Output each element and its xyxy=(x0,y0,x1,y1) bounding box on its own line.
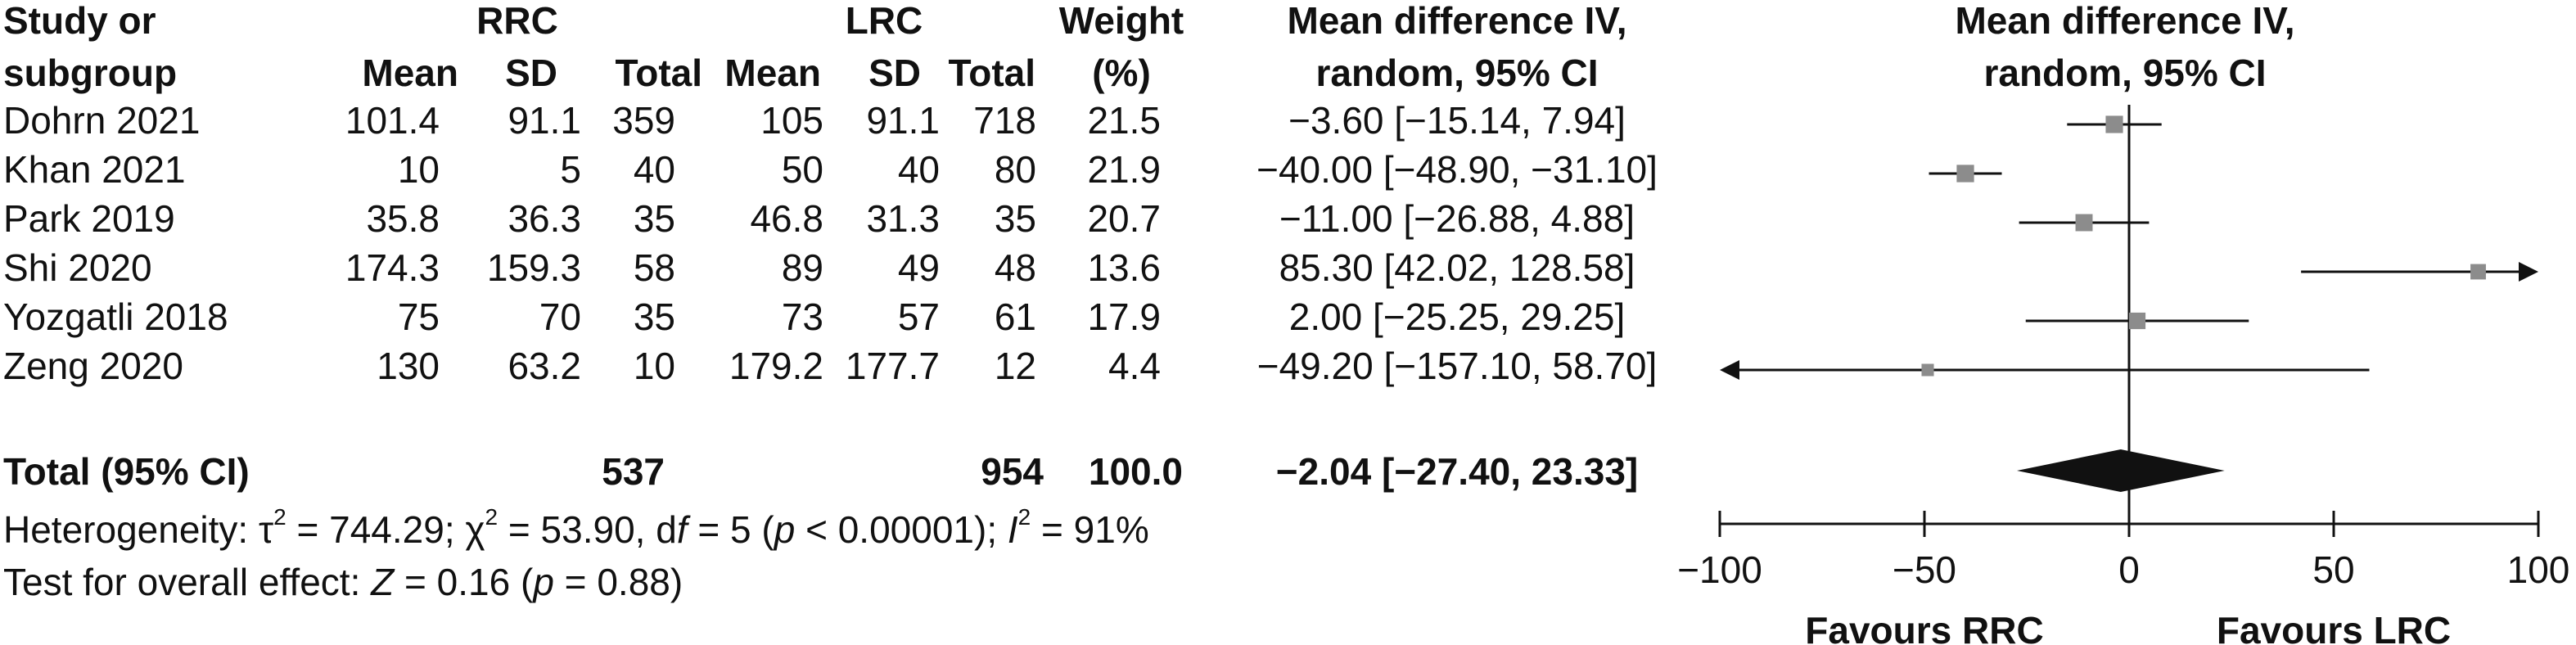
header-lrc-total: Total xyxy=(948,52,1035,94)
total-rrc: 537 xyxy=(602,450,665,493)
lrc-mean: 179.2 xyxy=(729,345,823,387)
header-lrc-sd: SD xyxy=(868,52,921,94)
ci-text: −40.00 [−48.90, −31.10] xyxy=(1256,148,1658,191)
study-marker xyxy=(2075,214,2093,232)
rrc-mean: 35.8 xyxy=(366,197,440,240)
x-tick-label: −100 xyxy=(1677,548,1762,591)
header-study-line1: Study or xyxy=(3,0,156,42)
header-md-line1: Mean difference IV, xyxy=(1287,0,1627,42)
lrc-mean: 105 xyxy=(760,99,823,142)
ci-arrow-left xyxy=(1720,360,1739,380)
rrc-mean: 174.3 xyxy=(345,246,440,289)
header-weight-line1: Weight xyxy=(1058,0,1184,42)
weight: 13.6 xyxy=(1087,246,1161,289)
header-plot-line2: random, 95% CI xyxy=(1983,52,2267,94)
rrc-sd: 36.3 xyxy=(508,197,581,240)
pooled-diamond xyxy=(2017,449,2225,492)
x-tick-label: 50 xyxy=(2312,548,2354,591)
total-weight: 100.0 xyxy=(1088,450,1183,493)
rrc-mean: 10 xyxy=(397,148,440,191)
x-tick-label: 0 xyxy=(2118,548,2140,591)
study-name: Dohrn 2021 xyxy=(3,99,201,142)
lrc-total: 718 xyxy=(973,99,1036,142)
weight: 21.5 xyxy=(1087,99,1161,142)
ci-text: −49.20 [−157.10, 58.70] xyxy=(1256,345,1658,387)
total-lrc: 954 xyxy=(981,450,1044,493)
rrc-mean: 101.4 xyxy=(345,99,440,142)
rrc-mean: 75 xyxy=(397,295,440,338)
ci-text: 2.00 [−25.25, 29.25] xyxy=(1288,295,1626,338)
total-label: Total (95% CI) xyxy=(3,450,250,493)
rrc-total: 40 xyxy=(633,148,675,191)
rrc-total: 35 xyxy=(633,295,675,338)
x-tick-label: −50 xyxy=(1893,548,1956,591)
ci-text: −3.60 [−15.14, 7.94] xyxy=(1288,99,1626,142)
weight: 21.9 xyxy=(1087,148,1161,191)
rrc-sd: 5 xyxy=(560,148,581,191)
lrc-sd: 40 xyxy=(897,148,940,191)
rrc-mean: 130 xyxy=(377,345,440,387)
rrc-total: 58 xyxy=(633,246,675,289)
weight: 4.4 xyxy=(1108,345,1161,387)
header-md-line2: random, 95% CI xyxy=(1315,52,1599,94)
favours-left-label: Favours RRC xyxy=(1805,609,2043,645)
study-marker xyxy=(2128,312,2146,330)
lrc-total: 12 xyxy=(994,345,1036,387)
weight: 17.9 xyxy=(1087,295,1161,338)
rrc-total: 10 xyxy=(633,345,675,387)
ci-text: 85.30 [42.02, 128.58] xyxy=(1279,246,1635,289)
ci-text: −11.00 [−26.88, 4.88] xyxy=(1279,197,1635,240)
heterogeneity-text: Heterogeneity: τ2 = 744.29; χ2 = 53.90, … xyxy=(3,504,1149,551)
lrc-sd: 31.3 xyxy=(866,197,940,240)
total-ci: −2.04 [−27.40, 23.33] xyxy=(1275,450,1639,493)
header-group-lrc: LRC xyxy=(845,0,923,42)
lrc-sd: 91.1 xyxy=(866,99,940,142)
study-name: Zeng 2020 xyxy=(3,345,183,387)
x-tick-label: 100 xyxy=(2507,548,2570,591)
header-group-rrc: RRC xyxy=(476,0,558,42)
lrc-mean: 46.8 xyxy=(750,197,823,240)
study-marker xyxy=(2105,115,2123,133)
rrc-sd: 70 xyxy=(539,295,581,338)
header-rrc-total: Total xyxy=(615,52,702,94)
header-rrc-sd: SD xyxy=(505,52,557,94)
lrc-sd: 177.7 xyxy=(845,345,940,387)
rrc-total: 35 xyxy=(633,197,675,240)
study-name: Yozgatli 2018 xyxy=(3,295,228,338)
lrc-total: 35 xyxy=(994,197,1036,240)
study-marker xyxy=(1921,363,1934,377)
header-plot-line1: Mean difference IV, xyxy=(1955,0,2295,42)
weight: 20.7 xyxy=(1087,197,1161,240)
header-lrc-mean: Mean xyxy=(724,52,821,94)
lrc-total: 48 xyxy=(994,246,1036,289)
study-name: Shi 2020 xyxy=(3,246,152,289)
rrc-total: 359 xyxy=(612,99,675,142)
rrc-sd: 159.3 xyxy=(486,246,581,289)
lrc-total: 80 xyxy=(994,148,1036,191)
header-rrc-mean: Mean xyxy=(362,52,458,94)
lrc-total: 61 xyxy=(994,295,1036,338)
header-weight-line2: (%) xyxy=(1092,52,1151,94)
rrc-sd: 63.2 xyxy=(508,345,581,387)
favours-right-label: Favours LRC xyxy=(2217,609,2451,645)
header-study-line2: subgroup xyxy=(3,52,178,94)
lrc-mean: 73 xyxy=(781,295,823,338)
study-marker xyxy=(2470,264,2486,280)
lrc-sd: 49 xyxy=(897,246,940,289)
study-name: Khan 2021 xyxy=(3,148,186,191)
lrc-mean: 50 xyxy=(781,148,823,191)
study-name: Park 2019 xyxy=(3,197,175,240)
rrc-sd: 91.1 xyxy=(508,99,581,142)
overall-effect-text: Test for overall effect: Z = 0.16 (p = 0… xyxy=(3,561,683,603)
study-marker xyxy=(1956,165,1974,183)
ci-arrow-right xyxy=(2519,262,2538,282)
lrc-sd: 57 xyxy=(897,295,940,338)
lrc-mean: 89 xyxy=(781,246,823,289)
